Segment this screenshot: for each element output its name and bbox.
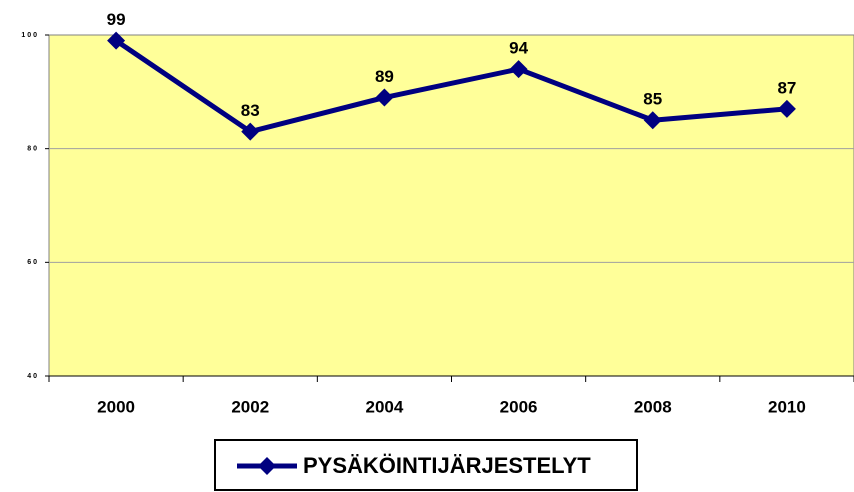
y-tick-label: 100	[21, 32, 39, 39]
data-label: 89	[375, 67, 394, 86]
marker	[107, 31, 126, 50]
data-label: 99	[107, 10, 126, 29]
x-tick-label: 2000	[97, 397, 135, 416]
x-tick-label: 2010	[768, 397, 806, 416]
series-line	[114, 38, 788, 135]
x-tick-label: 2006	[500, 397, 538, 416]
x-tick-label: 2008	[634, 397, 672, 416]
plot-area	[48, 34, 854, 377]
marker	[241, 122, 260, 141]
data-label: 85	[643, 90, 662, 109]
marker	[643, 111, 662, 130]
marker	[375, 88, 394, 107]
x-tick-label: 2004	[366, 397, 404, 416]
y-tick-label: 60	[27, 259, 39, 266]
data-label: 83	[241, 101, 260, 120]
legend-label: PYSÄKÖINTIJÄRJESTELYT	[303, 453, 591, 478]
data-label: 87	[777, 78, 796, 97]
y-tick-label: 80	[27, 146, 39, 153]
marker	[509, 60, 528, 79]
y-tick-label: 40	[27, 373, 39, 380]
legend-marker	[258, 457, 276, 475]
marker	[777, 99, 796, 118]
data-label: 94	[509, 39, 528, 58]
x-tick-label: 2002	[231, 397, 269, 416]
